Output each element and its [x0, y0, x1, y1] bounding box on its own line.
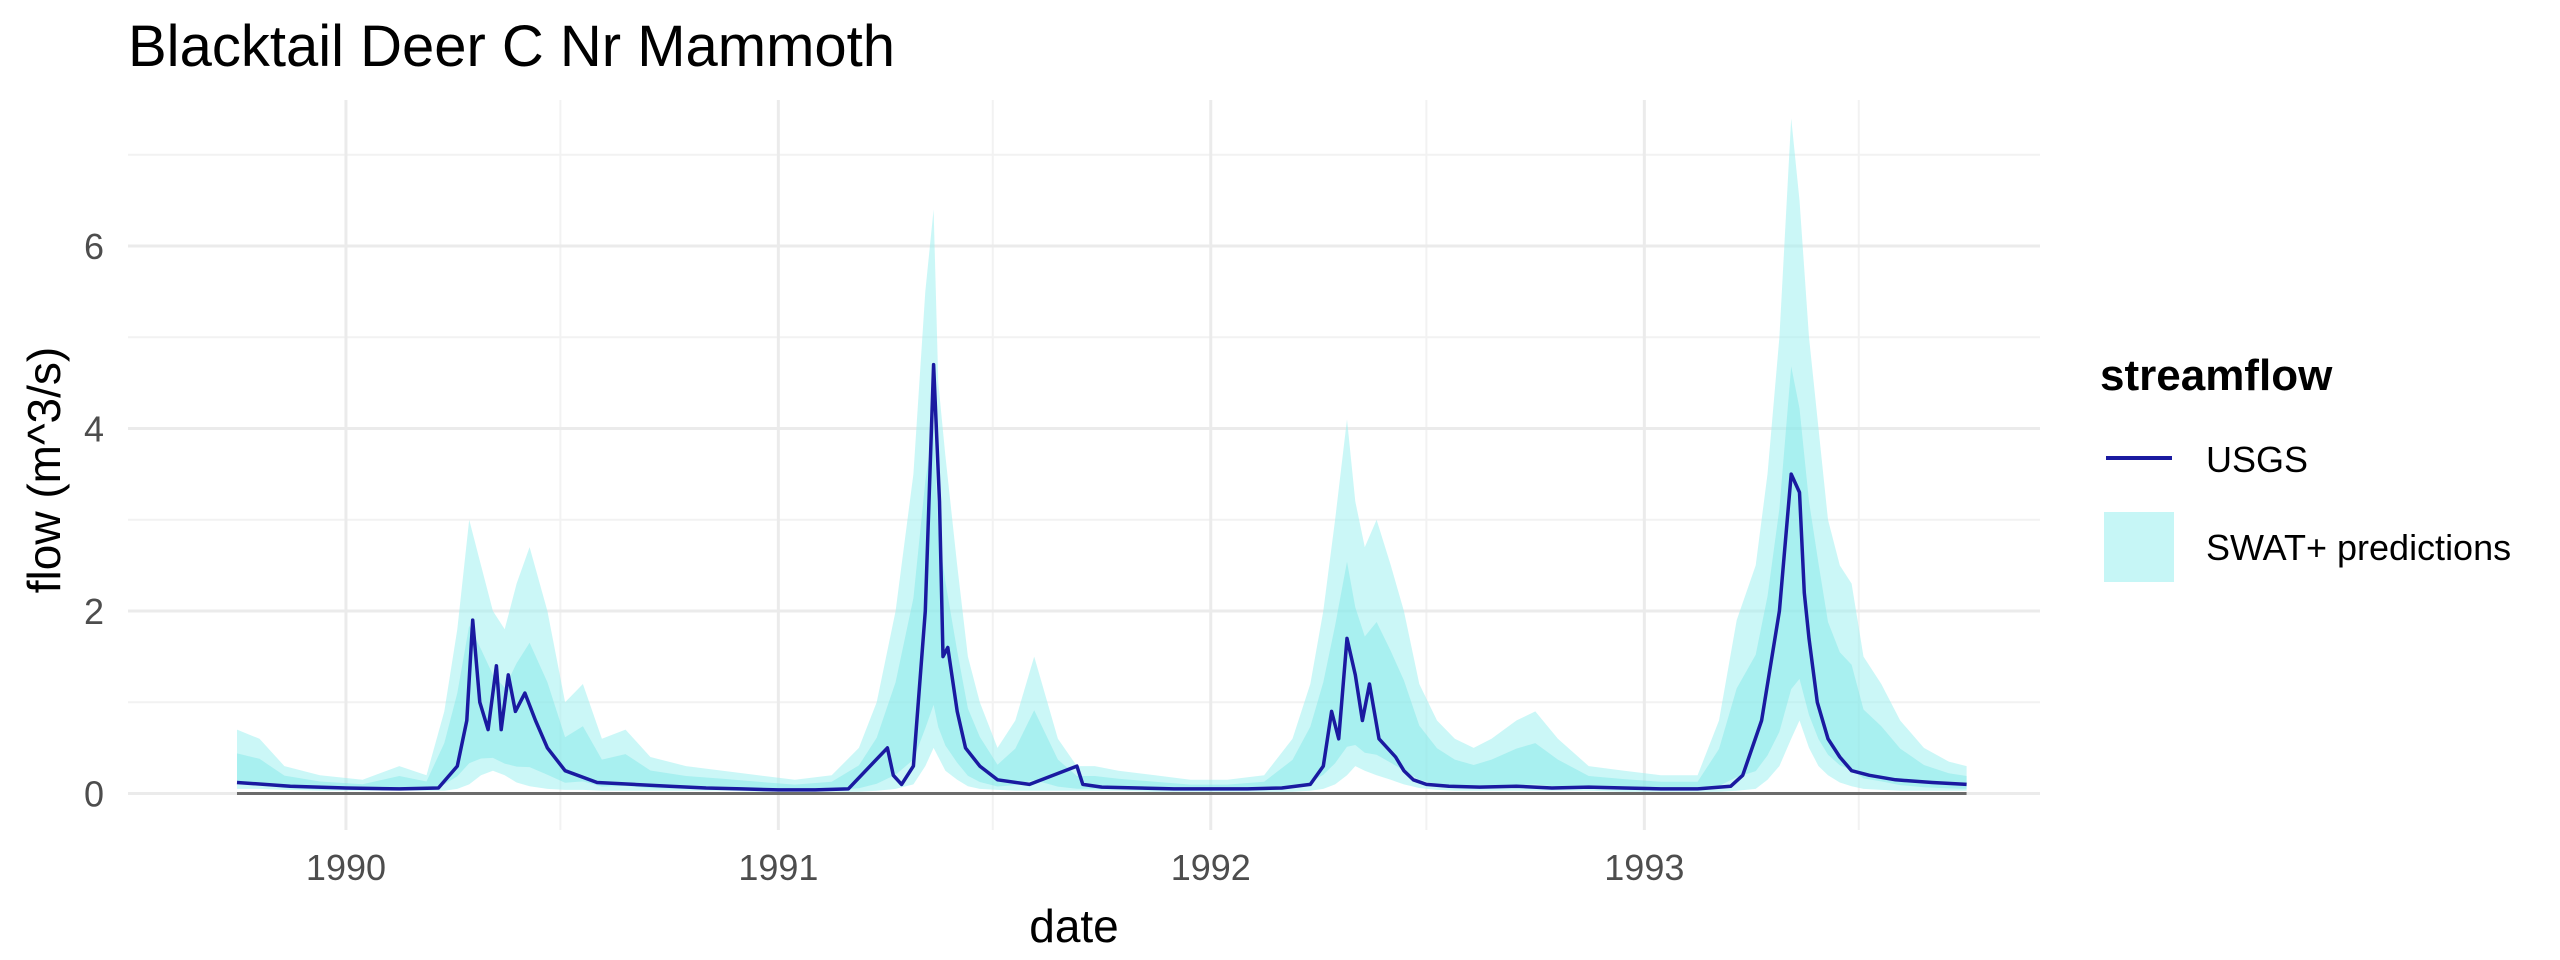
y-axis-title: flow (m^3/s) — [18, 347, 70, 594]
legend-swatch-swat — [2104, 512, 2174, 582]
plot-area — [128, 100, 2040, 830]
legend-title: streamflow — [2100, 351, 2333, 400]
y-tick-label: 2 — [84, 591, 104, 632]
prediction-band-outer — [237, 118, 1967, 792]
x-tick-label: 1992 — [1171, 847, 1251, 888]
prediction-band-inner — [237, 366, 1967, 791]
legend: streamflow USGS SWAT+ predictions — [2100, 351, 2511, 582]
x-tick-label: 1990 — [306, 847, 386, 888]
legend-label-usgs: USGS — [2206, 439, 2308, 480]
legend-label-swat: SWAT+ predictions — [2206, 527, 2511, 568]
prediction-band-layer — [236, 118, 1967, 795]
x-tick-label: 1993 — [1604, 847, 1684, 888]
x-tick-label: 1991 — [738, 847, 818, 888]
grid-minor — [128, 100, 2040, 830]
usgs-line — [236, 362, 1967, 792]
y-tick-label: 0 — [84, 774, 104, 815]
usgs-line-layer — [236, 362, 1967, 792]
chart-title: Blacktail Deer C Nr Mammoth — [128, 14, 895, 79]
y-tick-label: 4 — [84, 409, 104, 450]
y-tick-label: 6 — [84, 226, 104, 267]
x-axis-title: date — [1029, 900, 1119, 952]
y-axis-ticks: 0 2 4 6 — [84, 226, 104, 815]
x-axis-ticks: 1990 1991 1992 1993 — [306, 847, 1684, 888]
